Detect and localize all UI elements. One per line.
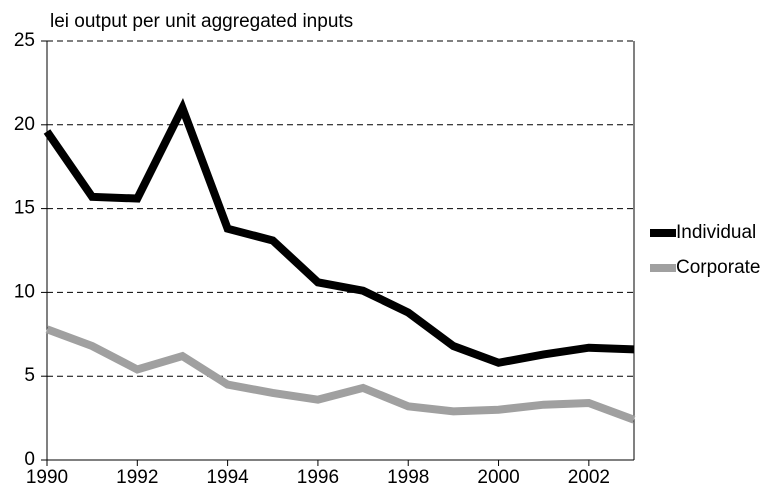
x-tick-label: 2000 <box>477 467 519 488</box>
y-tick-label: 5 <box>24 365 35 386</box>
series-line <box>45 325 636 424</box>
y-tick-label: 15 <box>14 198 35 219</box>
legend-label: Individual <box>676 222 756 243</box>
y-tick-label: 25 <box>14 30 35 51</box>
x-tick-label: 1994 <box>206 467 249 488</box>
x-tick-label: 1990 <box>26 467 68 488</box>
x-tick-label: 1992 <box>116 467 158 488</box>
x-tick-label: 2002 <box>568 467 610 488</box>
x-tick-label: 1996 <box>297 467 339 488</box>
legend-label: Corporate <box>676 257 761 278</box>
y-tick-label: 20 <box>14 114 35 135</box>
series-line <box>43 98 635 367</box>
x-tick-label: 1998 <box>387 467 429 488</box>
y-tick-label: 0 <box>24 449 35 470</box>
y-tick-label: 10 <box>14 281 35 302</box>
y-axis-label: lei output per unit aggregated inputs <box>50 11 353 32</box>
